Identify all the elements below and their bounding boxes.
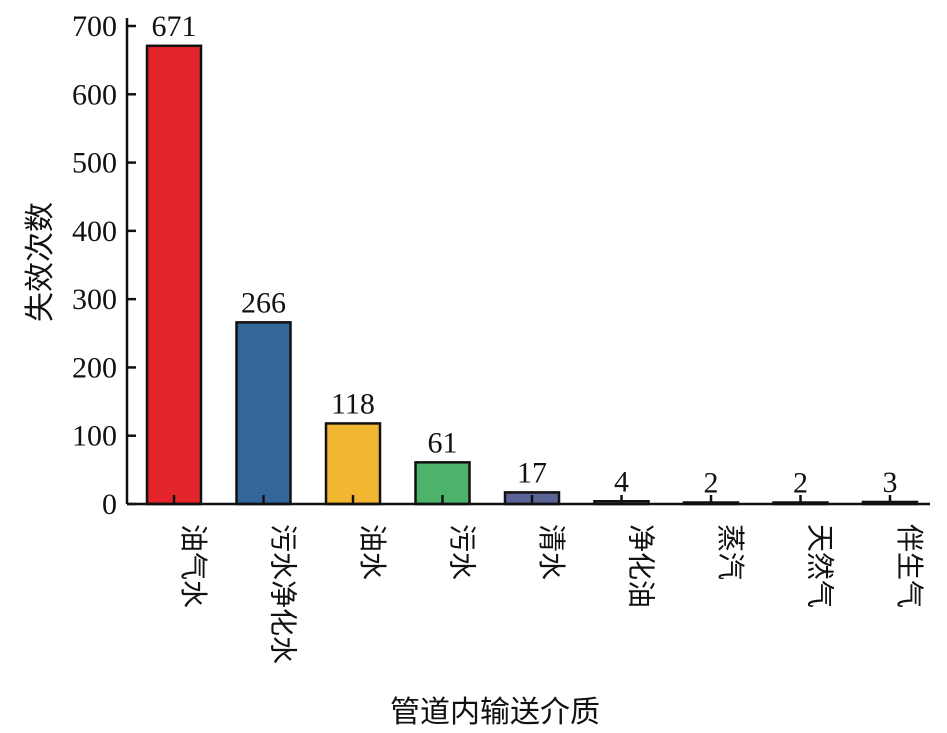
bars-layer [145, 44, 919, 506]
value-label: 3 [883, 466, 898, 499]
value-label: 4 [614, 465, 629, 498]
bar [235, 321, 292, 506]
value-labels: 671 266 118 61 17 4 2 2 3 [152, 10, 898, 500]
y-tick-label: 300 [72, 283, 117, 316]
value-label: 2 [704, 467, 719, 500]
y-tick-label: 600 [72, 78, 117, 111]
x-category-label: 天然气 [804, 524, 837, 608]
value-label: 118 [331, 387, 375, 420]
x-axis-title: 管道内输送介质 [390, 695, 600, 730]
y-tick-label: 700 [72, 10, 117, 43]
value-label: 671 [152, 10, 197, 43]
x-category-label: 清水 [535, 524, 568, 580]
y-tick-label: 0 [102, 488, 117, 521]
y-tick-label: 400 [72, 215, 117, 248]
axes-layer [125, 18, 930, 506]
value-label: 61 [428, 426, 458, 459]
x-category-label: 净化油 [625, 524, 658, 608]
x-category-label: 伴生气 [893, 524, 926, 608]
x-category-label: 蒸汽 [714, 524, 747, 580]
x-category-label: 油水 [356, 524, 389, 580]
x-ticks [172, 495, 892, 504]
x-category-label: 污水净化水 [267, 524, 300, 664]
y-tick-label: 100 [72, 420, 117, 453]
category-labels: 油气水 污水净化水 油水 污水 清水 净化油 蒸汽 天然气 伴生气 [177, 524, 926, 664]
y-tick-label: 500 [72, 147, 117, 180]
bar [324, 422, 382, 506]
y-tick-label: 200 [72, 351, 117, 384]
value-label: 266 [241, 286, 286, 319]
y-ticks: 0 100 200 300 400 500 600 700 [72, 10, 136, 521]
y-axis-title: 失效次数 [23, 202, 58, 322]
value-label: 2 [793, 467, 808, 500]
bar [145, 44, 203, 506]
x-category-label: 油气水 [177, 524, 210, 608]
x-category-label: 污水 [446, 524, 479, 580]
value-label: 17 [517, 456, 547, 489]
